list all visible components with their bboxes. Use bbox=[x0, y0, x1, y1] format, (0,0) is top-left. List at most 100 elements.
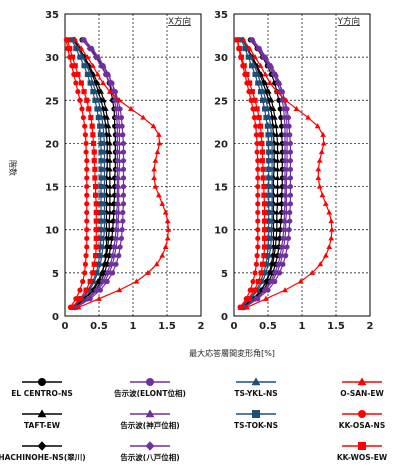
data-point bbox=[319, 192, 326, 198]
legend-swatch-marker bbox=[37, 441, 47, 451]
data-point bbox=[71, 71, 77, 77]
data-point bbox=[111, 97, 118, 104]
data-point bbox=[280, 105, 287, 113]
legend-swatch-marker bbox=[146, 378, 154, 386]
data-point bbox=[84, 183, 90, 190]
data-point bbox=[274, 79, 281, 87]
data-point bbox=[269, 123, 276, 130]
data-point bbox=[249, 63, 255, 69]
data-point bbox=[91, 149, 97, 155]
data-point bbox=[326, 243, 333, 250]
data-point bbox=[73, 45, 79, 52]
data-point bbox=[273, 88, 280, 94]
data-point bbox=[107, 79, 113, 87]
data-point bbox=[114, 123, 121, 130]
data-point bbox=[79, 36, 86, 44]
data-point bbox=[270, 226, 277, 233]
data-point bbox=[96, 295, 102, 301]
data-point bbox=[262, 218, 268, 224]
data-point bbox=[152, 183, 159, 189]
data-point bbox=[81, 63, 87, 69]
data-point bbox=[263, 295, 269, 301]
data-point bbox=[255, 218, 261, 224]
data-point bbox=[98, 97, 104, 104]
data-point bbox=[156, 140, 163, 146]
data-point bbox=[87, 80, 93, 86]
data-point bbox=[271, 269, 278, 276]
data-point bbox=[279, 132, 285, 138]
data-point bbox=[278, 218, 284, 224]
data-point bbox=[255, 158, 261, 164]
data-point bbox=[83, 149, 89, 155]
legend-item-ts-ykl-ns: TS-YKL-NS bbox=[234, 377, 278, 398]
data-point bbox=[100, 80, 106, 86]
data-point bbox=[93, 192, 99, 198]
data-point bbox=[270, 71, 277, 78]
data-point bbox=[293, 105, 300, 111]
y-axis-label: 階数 bbox=[8, 160, 18, 176]
data-point bbox=[159, 200, 166, 206]
legend-label: TS-TOK-NS bbox=[234, 421, 278, 430]
data-point bbox=[316, 157, 323, 163]
data-point bbox=[103, 235, 110, 242]
data-point bbox=[266, 175, 272, 181]
data-point bbox=[120, 209, 126, 216]
data-point bbox=[245, 296, 251, 302]
data-point bbox=[259, 158, 266, 164]
data-point bbox=[92, 54, 99, 61]
data-point bbox=[84, 192, 90, 198]
data-point bbox=[69, 304, 75, 310]
data-point bbox=[95, 261, 101, 267]
data-point bbox=[82, 132, 88, 138]
data-point bbox=[280, 226, 287, 233]
data-point bbox=[282, 123, 288, 130]
series-ts-tok-ns bbox=[69, 37, 104, 310]
data-point bbox=[287, 218, 293, 224]
data-point bbox=[253, 132, 260, 138]
data-point bbox=[120, 192, 127, 198]
data-point bbox=[145, 269, 151, 275]
data-point bbox=[260, 175, 266, 181]
y-tick-label: 20 bbox=[214, 139, 228, 150]
data-point bbox=[98, 218, 104, 224]
data-point bbox=[97, 123, 103, 129]
data-point bbox=[77, 54, 83, 60]
data-point bbox=[281, 209, 288, 216]
data-point bbox=[77, 296, 83, 302]
data-point bbox=[164, 218, 171, 224]
data-point bbox=[101, 261, 108, 268]
data-point bbox=[257, 62, 264, 68]
data-point bbox=[266, 183, 272, 190]
data-point bbox=[107, 261, 114, 268]
data-point bbox=[264, 123, 270, 129]
data-point bbox=[274, 192, 281, 198]
data-point bbox=[262, 244, 268, 250]
data-point bbox=[250, 278, 256, 285]
data-point bbox=[259, 149, 266, 155]
data-point bbox=[120, 183, 127, 190]
data-point bbox=[282, 192, 288, 199]
data-point bbox=[282, 140, 288, 147]
data-point bbox=[114, 166, 121, 173]
data-point bbox=[270, 243, 277, 251]
data-point bbox=[80, 114, 86, 121]
data-point bbox=[128, 105, 134, 111]
data-point bbox=[316, 183, 323, 189]
legend-item-kk-osa-ns: KK-OSA-NS bbox=[339, 410, 385, 430]
data-point bbox=[266, 140, 272, 147]
data-point bbox=[257, 123, 264, 129]
data-point bbox=[67, 45, 73, 52]
y-tick-label: 5 bbox=[52, 269, 59, 280]
data-point bbox=[90, 62, 96, 68]
legend-item-el-centro-ns: EL CENTRO-NS bbox=[11, 378, 73, 398]
data-point bbox=[314, 123, 321, 129]
data-point bbox=[253, 123, 259, 129]
data-point bbox=[277, 252, 284, 259]
data-point bbox=[84, 175, 90, 181]
data-point bbox=[253, 261, 260, 267]
data-point bbox=[322, 252, 329, 258]
x-tick-label: 0.5 bbox=[259, 321, 277, 332]
data-point bbox=[251, 287, 257, 293]
data-point bbox=[266, 192, 272, 198]
